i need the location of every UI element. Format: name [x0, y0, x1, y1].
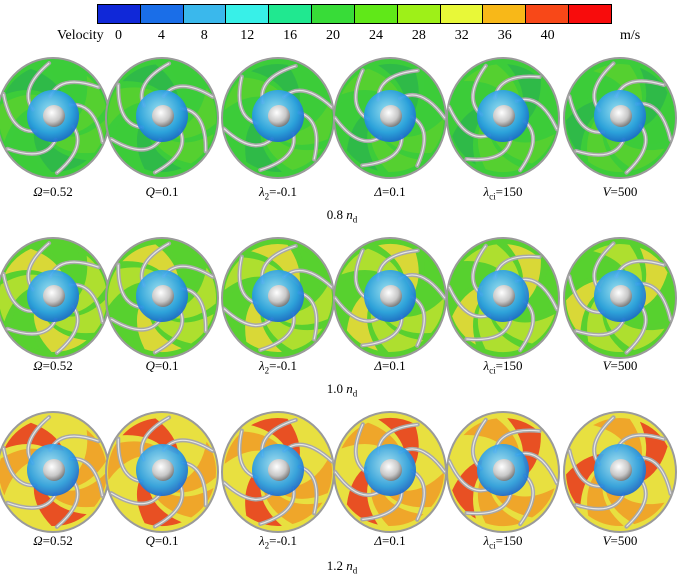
impeller-panel — [0, 411, 110, 533]
row-speed-label: 1.2 nd — [326, 558, 358, 576]
colorbar-unit: m/s — [620, 28, 641, 43]
colorbar-segment — [440, 5, 484, 23]
impeller-panel — [105, 237, 219, 359]
panel-label: Δ=0.1 — [374, 358, 406, 373]
colorbar-segment — [354, 5, 398, 23]
panel-label: Ω=0.52 — [33, 533, 73, 548]
impeller-panel — [221, 237, 335, 359]
impeller-panel — [446, 411, 560, 533]
colorbar-segment — [526, 5, 570, 23]
panel-label: λ2=-0.1 — [258, 358, 298, 376]
panel-label: Q=0.1 — [145, 184, 179, 199]
impeller-panel — [563, 57, 677, 179]
colorbar-tick-label: 16 — [283, 28, 298, 43]
colorbar-tick-label: 40 — [540, 28, 555, 43]
panel-label: λci=150 — [483, 533, 523, 551]
panel-label: Ω=0.52 — [33, 184, 73, 199]
row-speed-label: 1.0 nd — [326, 381, 358, 399]
impeller-panel — [105, 57, 219, 179]
colorbar-tick-label: 0 — [114, 28, 122, 43]
colorbar-tick-label: 28 — [411, 28, 426, 43]
impeller-row-1 — [0, 57, 677, 179]
colorbar-tick-label: 36 — [497, 28, 512, 43]
panel-label: V=500 — [602, 358, 638, 373]
impeller-panel — [221, 57, 335, 179]
impeller-panel — [563, 237, 677, 359]
impeller-panel — [0, 237, 110, 359]
colorbar-segment — [226, 5, 270, 23]
row-speed-label: 0.8 nd — [326, 207, 358, 225]
panel-label: Q=0.1 — [145, 358, 179, 373]
colorbar-tick-label: 8 — [200, 28, 208, 43]
colorbar-segment — [397, 5, 441, 23]
panel-label: λ2=-0.1 — [258, 533, 298, 551]
colorbar-tick-label: 4 — [157, 28, 165, 43]
impeller-panel — [105, 411, 219, 533]
impeller-row-2 — [0, 237, 677, 359]
colorbar-segment — [98, 5, 141, 23]
colorbar-tick-label: 20 — [326, 28, 341, 43]
panel-label: Q=0.1 — [145, 533, 179, 548]
impeller-panel — [446, 57, 560, 179]
panel-label: λci=150 — [483, 184, 523, 202]
panel-label: Δ=0.1 — [374, 533, 406, 548]
impeller-panel — [221, 411, 335, 533]
panel-label: λ2=-0.1 — [258, 184, 298, 202]
colorbar-title: Velocity — [57, 28, 104, 43]
colorbar-segment — [183, 5, 227, 23]
impeller-panel — [446, 237, 560, 359]
velocity-colorbar — [97, 4, 612, 24]
colorbar-segment — [483, 5, 527, 23]
colorbar-tick-label: 32 — [454, 28, 469, 43]
colorbar-segment — [269, 5, 313, 23]
impeller-panel — [333, 411, 447, 533]
panel-label: Ω=0.52 — [33, 358, 73, 373]
colorbar-segment — [140, 5, 184, 23]
panel-label: λci=150 — [483, 358, 523, 376]
colorbar-segment — [569, 5, 611, 23]
colorbar-segment — [312, 5, 355, 23]
impeller-panel — [333, 57, 447, 179]
panel-label: V=500 — [602, 184, 638, 199]
impeller-panel — [563, 411, 677, 533]
panel-label: V=500 — [602, 533, 638, 548]
panel-label: Δ=0.1 — [374, 184, 406, 199]
impeller-row-3 — [0, 411, 677, 533]
colorbar-tick-label: 24 — [368, 28, 383, 43]
colorbar-tick-label: 12 — [240, 28, 255, 43]
impeller-panel — [0, 57, 110, 179]
impeller-panel — [333, 237, 447, 359]
